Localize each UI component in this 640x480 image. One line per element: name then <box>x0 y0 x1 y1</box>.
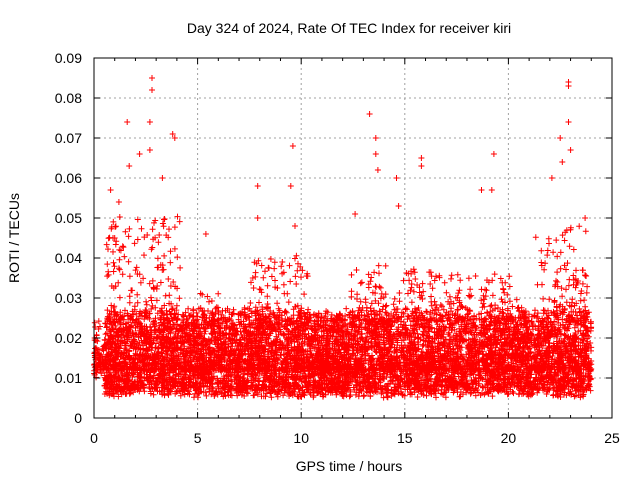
axis-ticks <box>93 57 613 419</box>
plot-frame <box>93 57 613 419</box>
x-tick-label: 5 <box>194 430 202 446</box>
y-tick-label: 0.02 <box>55 330 82 346</box>
tick-labels: 0 5 10 15 20 25 0 0.01 0.02 0.03 0.04 0.05 0.06 0.07 0… <box>55 50 620 446</box>
y-tick-label: 0.05 <box>55 210 82 226</box>
data-points <box>91 75 595 401</box>
y-tick-label: 0.08 <box>55 90 82 106</box>
y-tick-label: 0.07 <box>55 130 82 146</box>
x-axis-label: GPS time / hours <box>296 458 403 474</box>
y-tick-label: 0.09 <box>55 50 82 66</box>
x-tick-label: 10 <box>293 430 309 446</box>
y-axis-label: ROTI / TECUs <box>6 193 22 283</box>
chart-title: Day 324 of 2024, Rate Of TEC Index for r… <box>187 20 511 36</box>
x-tick-label: 15 <box>397 430 413 446</box>
y-tick-label: 0 <box>74 410 82 426</box>
y-tick-label: 0.04 <box>55 250 82 266</box>
x-tick-label: 25 <box>604 430 620 446</box>
x-tick-label: 20 <box>501 430 517 446</box>
y-tick-label: 0.01 <box>55 370 82 386</box>
y-tick-label: 0.03 <box>55 290 82 306</box>
scatter-plus-markers <box>91 75 595 401</box>
y-tick-label: 0.06 <box>55 170 82 186</box>
x-tick-label: 0 <box>90 430 98 446</box>
